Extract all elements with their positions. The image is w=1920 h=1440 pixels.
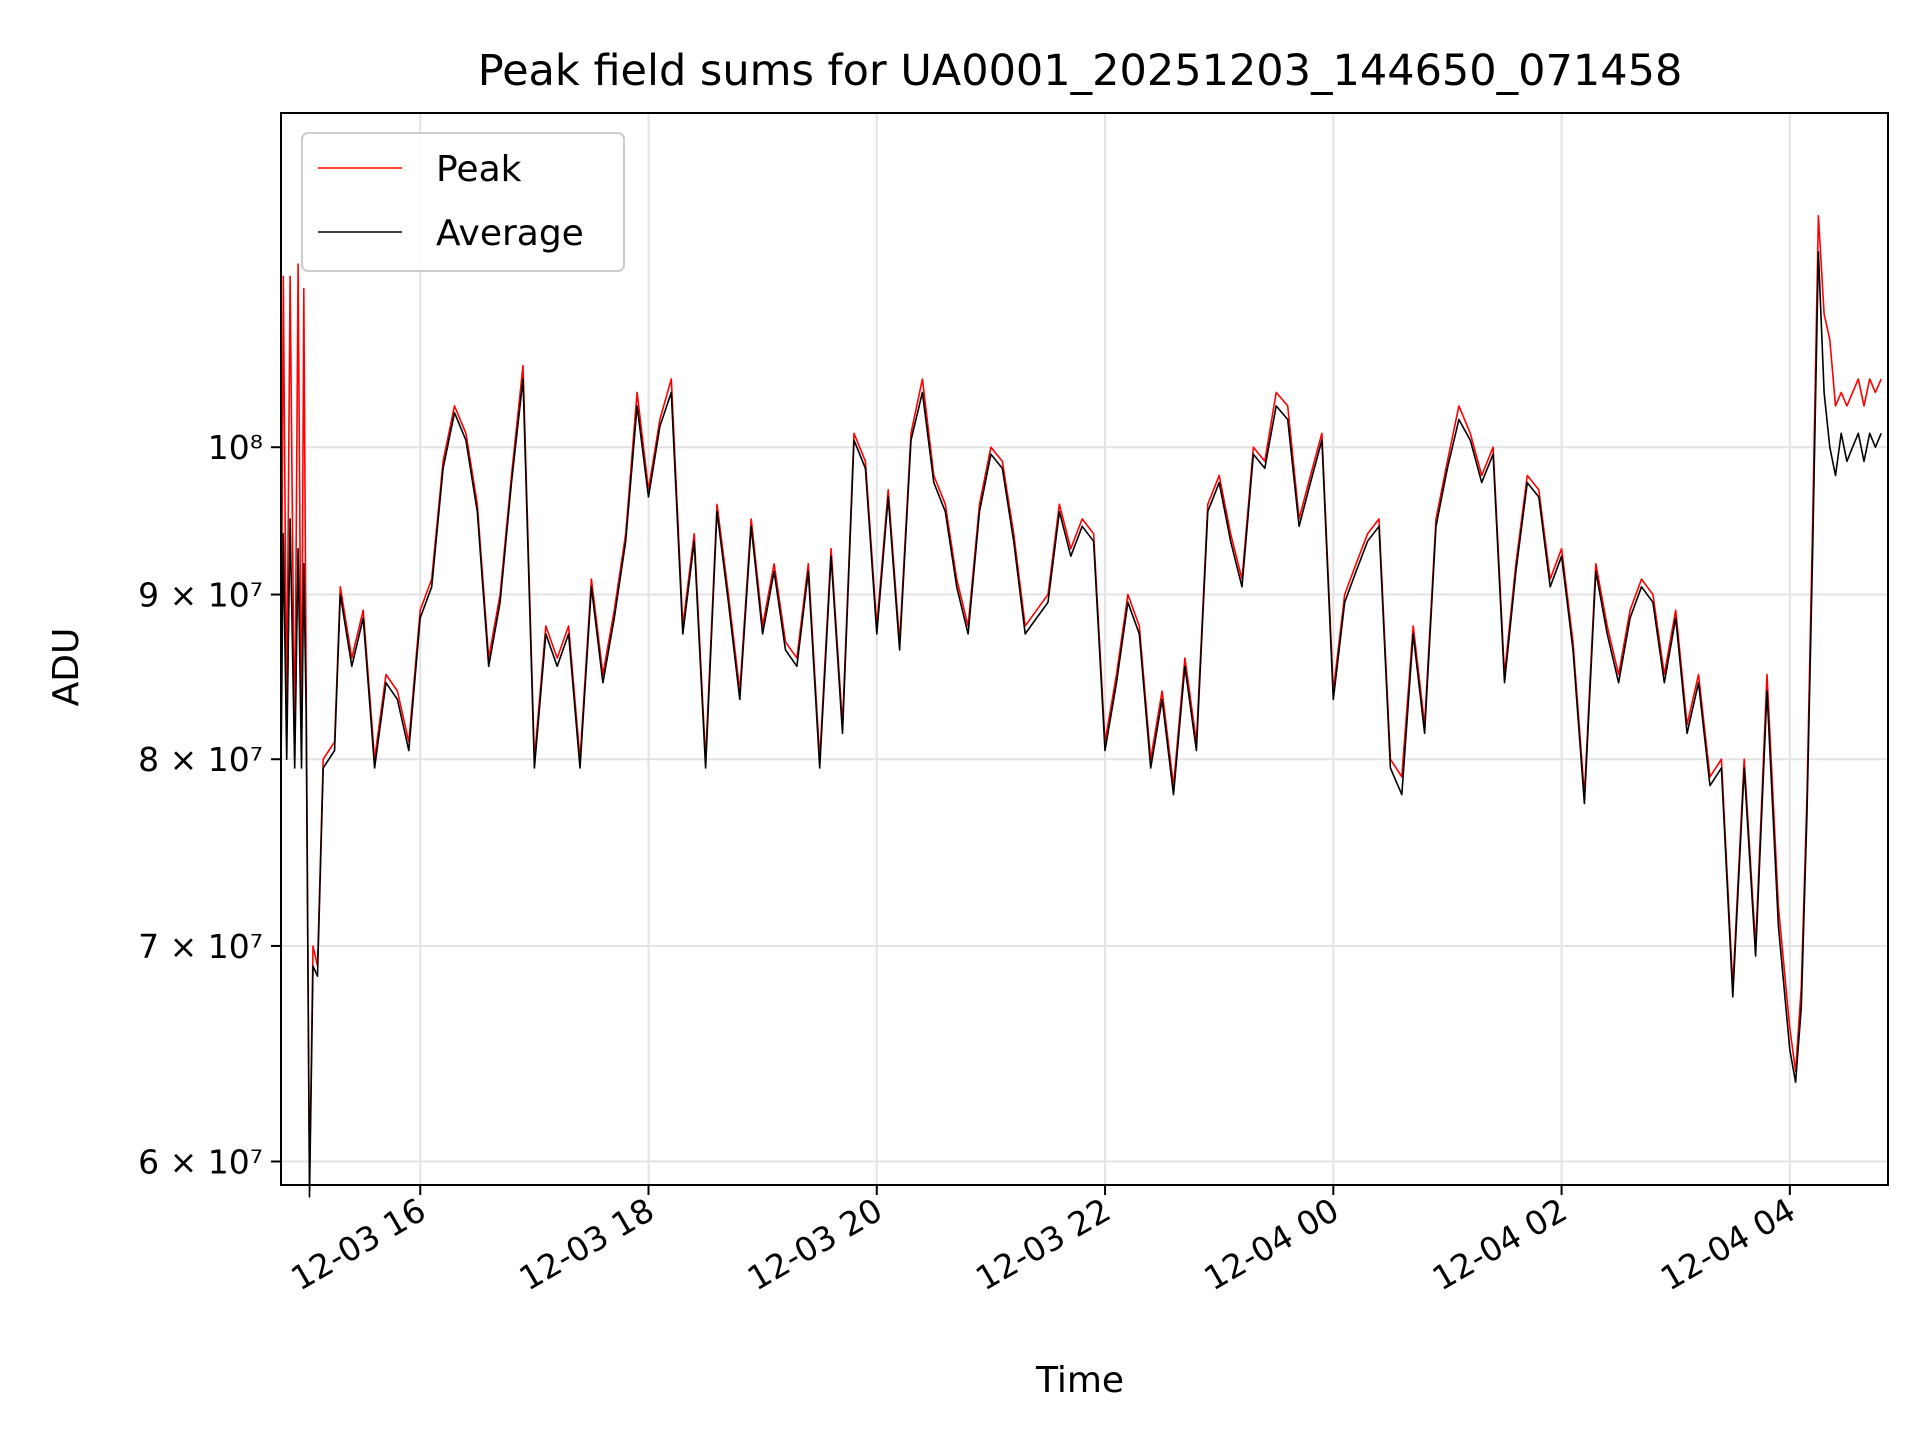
y-tick-label: 10⁸ [208, 428, 263, 467]
series-line-peak [280, 215, 1882, 1186]
legend-label-peak: Peak [436, 149, 522, 190]
y-axis-label: ADU [46, 628, 87, 707]
legend: Peak Average [301, 132, 625, 272]
plot-frame [280, 112, 1889, 1186]
y-tick-label: 8 × 10⁷ [138, 740, 263, 779]
y-axis: 6 × 10⁷ 7 × 10⁷ 8 × 10⁷ 9 × 10⁷ 10⁸ [138, 428, 281, 1181]
chart-title: Peak field sums for UA0001_20251203_1446… [478, 46, 1683, 96]
series-line-average [280, 251, 1882, 1198]
y-tick-label: 7 × 10⁷ [138, 927, 263, 966]
x-axis-label: Time [1035, 1360, 1124, 1401]
y-tick-label: 9 × 10⁷ [138, 576, 263, 615]
y-tick-label: 6 × 10⁷ [138, 1142, 263, 1181]
grid [281, 113, 1888, 1185]
series-layer [280, 215, 1882, 1198]
legend-label-average: Average [436, 213, 584, 254]
